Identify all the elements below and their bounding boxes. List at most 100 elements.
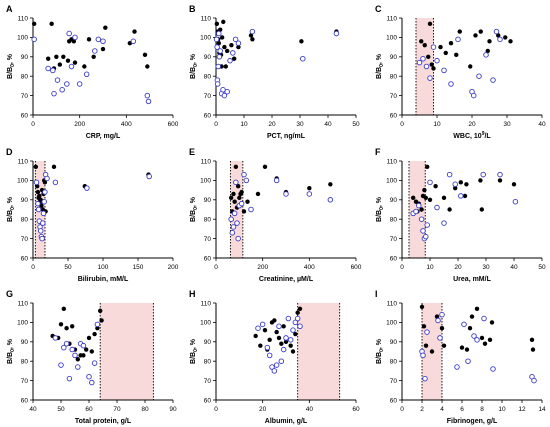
data-point-filled (411, 195, 416, 201)
y-tick-label: 100 (200, 35, 211, 42)
data-point-filled (42, 180, 48, 185)
panel-letter: I (375, 289, 378, 299)
x-axis-label: Urea, mM/L (453, 276, 491, 283)
data-point-filled (33, 164, 38, 170)
data-point-open (52, 179, 59, 186)
data-point-open (420, 352, 426, 359)
data-point-filled (49, 21, 54, 27)
data-point-open (416, 202, 422, 209)
data-point-filled (295, 310, 300, 315)
data-point-filled (508, 39, 513, 44)
data-point-open (58, 362, 64, 368)
x-tick-label: 8 (480, 406, 484, 413)
x-tick-label: 60 (352, 406, 360, 413)
data-point-open (413, 208, 419, 215)
data-point-open (76, 81, 83, 87)
data-point-open (248, 206, 254, 213)
data-point-open (68, 63, 75, 70)
x-axis-label: Bilirubin, mM/L (78, 276, 129, 283)
x-tick-label: 150 (133, 264, 144, 271)
y-tick-label: 70 (21, 236, 29, 243)
y-tick-label: 110 (387, 15, 398, 22)
data-point-open (269, 364, 275, 370)
data-point-filled (478, 29, 483, 34)
data-point-filled (86, 37, 92, 42)
x-tick-label: 20 (454, 264, 462, 271)
data-point-open (497, 36, 503, 43)
x-axis-label: PCT, ng/mL (267, 133, 306, 140)
data-point-open (435, 317, 441, 324)
data-point-open (490, 366, 496, 372)
data-point-filled (279, 341, 284, 346)
data-point-open (37, 228, 44, 234)
data-point-filled (328, 182, 333, 187)
data-point-filled (439, 326, 445, 331)
data-point-filled (71, 39, 77, 44)
x-tick-label: 12 (518, 406, 526, 413)
y-axis-label: B/B0, % (190, 196, 199, 222)
y-tick-label: 60 (390, 397, 398, 404)
x-tick-label: 50 (538, 264, 546, 271)
data-point-filled (443, 50, 448, 56)
data-point-open (66, 375, 73, 382)
data-point-open (481, 315, 487, 322)
data-point-filled (214, 21, 220, 27)
y-tick-label: 70 (390, 378, 398, 385)
data-point-open (285, 315, 292, 322)
data-point-filled (64, 326, 69, 331)
data-point-filled (283, 339, 289, 344)
data-point-open (31, 36, 37, 43)
data-point-filled (473, 33, 478, 38)
y-tick-label: 90 (21, 339, 29, 346)
data-point-open (474, 337, 480, 343)
data-point-open (439, 311, 445, 318)
data-point-open (231, 210, 238, 217)
data-point-open (333, 30, 340, 37)
x-tick-label: 70 (113, 406, 121, 413)
data-point-filled (225, 48, 230, 54)
x-axis-label: CRP, mg/L (86, 133, 121, 140)
x-tick-label: 0 (31, 121, 35, 128)
data-point-open (423, 63, 430, 70)
data-point-open (72, 352, 78, 359)
data-point-filled (221, 19, 226, 25)
data-point-open (259, 321, 266, 328)
x-tick-label: 20 (259, 406, 267, 413)
x-tick-label: 20 (468, 121, 476, 128)
data-point-open (41, 198, 47, 205)
data-point-filled (467, 326, 473, 331)
y-tick-label: 60 (204, 112, 212, 119)
y-tick-label: 70 (390, 236, 398, 243)
y-tick-label: 80 (204, 359, 212, 366)
x-tick-label: 50 (352, 121, 360, 128)
data-point-open (434, 204, 440, 211)
x-tick-label: 30 (296, 121, 304, 128)
data-point-open (531, 377, 537, 384)
x-tick-label: 0 (400, 121, 404, 128)
y-tick-label: 60 (204, 255, 212, 262)
x-tick-label: 50 (64, 264, 72, 271)
y-tick-label: 110 (18, 15, 29, 22)
data-point-filled (65, 58, 71, 63)
y-tick-label: 90 (204, 197, 212, 204)
data-point-filled (459, 345, 465, 350)
panel-letter: A (6, 4, 13, 14)
data-point-filled (454, 52, 459, 58)
data-point-open (434, 57, 440, 64)
data-point-filled (92, 331, 97, 337)
y-tick-label: 60 (21, 112, 29, 119)
data-point-filled (228, 195, 234, 201)
y-axis-label: B/B0, % (190, 338, 199, 364)
y-tick-label: 60 (204, 397, 212, 404)
data-point-filled (99, 318, 104, 323)
data-point-filled (75, 357, 81, 362)
y-tick-label: 70 (21, 93, 29, 100)
y-axis-label: B/B0, % (190, 53, 199, 79)
data-point-filled (441, 343, 447, 348)
y-tick-label: 90 (204, 54, 212, 61)
data-point-open (471, 92, 477, 99)
y-tick-label: 90 (390, 197, 398, 204)
data-point-filled (431, 66, 436, 71)
data-point-open (100, 38, 106, 45)
data-point-filled (272, 318, 277, 323)
